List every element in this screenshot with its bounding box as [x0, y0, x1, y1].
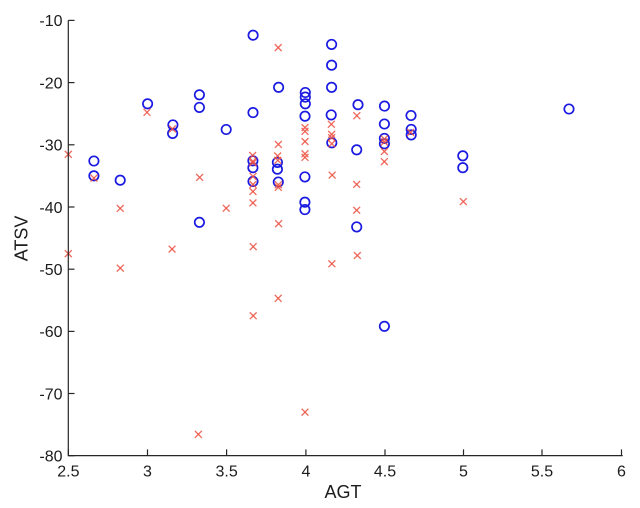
svg-text:ATSV: ATSV — [12, 216, 32, 262]
svg-text:4.5: 4.5 — [374, 463, 396, 480]
svg-text:3: 3 — [143, 463, 152, 480]
svg-text:-30: -30 — [39, 138, 62, 155]
svg-text:2.5: 2.5 — [57, 463, 79, 480]
svg-text:-10: -10 — [39, 13, 62, 30]
svg-text:-20: -20 — [39, 75, 62, 92]
svg-text:AGT: AGT — [324, 482, 361, 502]
svg-text:6: 6 — [617, 463, 626, 480]
svg-text:3.5: 3.5 — [215, 463, 237, 480]
svg-text:-70: -70 — [39, 386, 62, 403]
svg-text:5.5: 5.5 — [531, 463, 553, 480]
svg-text:4: 4 — [301, 463, 310, 480]
svg-text:-50: -50 — [39, 262, 62, 279]
svg-text:-40: -40 — [39, 200, 62, 217]
svg-text:-60: -60 — [39, 324, 62, 341]
svg-text:-80: -80 — [39, 449, 62, 466]
svg-text:5: 5 — [459, 463, 468, 480]
